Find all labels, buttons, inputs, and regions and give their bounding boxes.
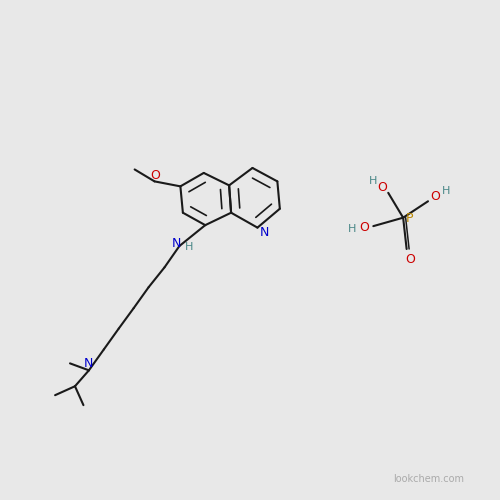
Text: O: O	[360, 221, 370, 234]
Text: H: H	[348, 224, 356, 234]
Text: O: O	[430, 190, 440, 203]
Text: lookchem.com: lookchem.com	[394, 474, 464, 484]
Text: O: O	[150, 169, 160, 182]
Text: O: O	[378, 181, 387, 194]
Text: N: N	[260, 226, 269, 239]
Text: O: O	[406, 254, 415, 266]
Text: H: H	[185, 242, 194, 252]
Text: H: H	[442, 186, 450, 196]
Text: N: N	[172, 236, 182, 250]
Text: P: P	[406, 212, 413, 225]
Text: H: H	[369, 176, 378, 186]
Text: N: N	[84, 358, 94, 370]
